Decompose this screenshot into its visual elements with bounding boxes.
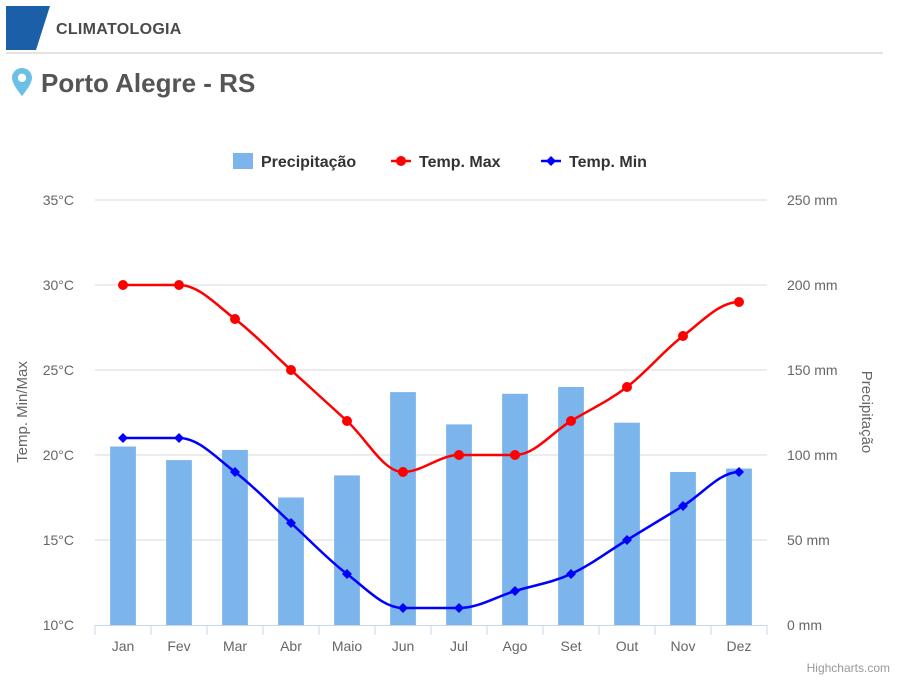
temp-min-point <box>230 467 240 477</box>
y-left-tick-label: 35°C <box>43 192 74 208</box>
x-tick-label: Set <box>560 638 581 654</box>
legend-temp-min-swatch-marker <box>546 156 556 166</box>
map-pin-icon <box>12 68 32 96</box>
x-tick-label: Dez <box>727 638 752 654</box>
temp-min-point <box>678 501 688 511</box>
temp-max-point <box>398 467 408 477</box>
temp-min-line <box>122 436 740 610</box>
y-left-tick-label: 20°C <box>43 447 74 463</box>
x-tick-label: Jun <box>392 638 415 654</box>
precipitation-bar <box>726 468 752 625</box>
x-tick-label: Ago <box>503 638 528 654</box>
y-left-tick-label: 10°C <box>43 617 74 633</box>
credits-link[interactable]: Highcharts.com <box>806 661 890 675</box>
temp-max-point <box>286 365 296 375</box>
temp-max-point <box>678 331 688 341</box>
map-pin-shape <box>12 68 32 96</box>
x-tick-label: Nov <box>671 638 696 654</box>
city-title: Porto Alegre - RS <box>41 68 256 98</box>
temp-min-point <box>510 586 520 596</box>
precipitation-bar <box>614 422 640 625</box>
temp-max-point <box>342 416 352 426</box>
chart-legend[interactable]: Precipitação Temp. Max Temp. Min <box>233 153 647 171</box>
temp-min-point <box>454 603 464 613</box>
legend-temp-min-label[interactable]: Temp. Min <box>569 154 647 171</box>
x-tick-label: Out <box>616 638 639 654</box>
legend-precipitation-label[interactable]: Precipitação <box>261 154 356 171</box>
y-right-tick-label: 50 mm <box>787 532 830 548</box>
temp-min-point <box>734 467 744 477</box>
precipitation-bar <box>278 497 304 625</box>
precipitation-bars <box>110 387 752 625</box>
temp-max-point <box>734 297 744 307</box>
temp-max-point <box>174 280 184 290</box>
legend-precipitation-swatch <box>233 153 253 169</box>
temp-max-point <box>510 450 520 460</box>
temp-min-point <box>286 518 296 528</box>
y-left-axis-title: Temp. Min/Max <box>14 361 31 463</box>
x-tick-label: Mar <box>223 638 247 654</box>
x-tick-label: Jan <box>112 638 135 654</box>
header-accent-tab <box>6 6 50 50</box>
y-left-tick-label: 30°C <box>43 277 74 293</box>
temp-max-point <box>566 416 576 426</box>
precipitation-bar <box>670 472 696 625</box>
x-tick-label: Abr <box>280 638 302 654</box>
temp-min-point <box>342 569 352 579</box>
temp-min-point <box>398 603 408 613</box>
chart-axes: 10°C 0 mm 15°C 50 mm 20°C 100 mm 25°C 150 mm 30°… <box>14 192 875 654</box>
temp-max-point <box>118 280 128 290</box>
chart-grid <box>95 199 767 541</box>
y-right-tick-label: 250 mm <box>787 192 838 208</box>
precipitation-bar <box>110 446 136 625</box>
legend-temp-max-swatch-marker <box>396 156 406 166</box>
precipitation-bar <box>334 475 360 625</box>
temp-min-point <box>174 433 184 443</box>
section-label: CLIMATOLOGIA <box>56 21 182 38</box>
temp-max-point <box>622 382 632 392</box>
temp-min-point <box>118 433 128 443</box>
x-tick-label: Maio <box>332 638 363 654</box>
header-accent-shape <box>6 6 50 50</box>
y-left-tick-label: 25°C <box>43 362 74 378</box>
temp-max-line <box>123 283 740 474</box>
y-right-tick-label: 100 mm <box>787 447 838 463</box>
temperature-lines <box>118 280 744 613</box>
temp-max-point <box>454 450 464 460</box>
section-header: CLIMATOLOGIA <box>6 6 883 54</box>
y-right-tick-label: 200 mm <box>787 277 838 293</box>
precipitation-bar <box>390 392 416 625</box>
x-tick-label: Fev <box>167 638 190 654</box>
temp-max-point <box>230 314 240 324</box>
legend-temp-max-label[interactable]: Temp. Max <box>419 154 501 171</box>
y-right-axis-title: Precipitação <box>858 371 875 454</box>
precipitation-bar <box>166 460 192 625</box>
x-tick-label: Jul <box>450 638 468 654</box>
temp-min-point <box>566 569 576 579</box>
y-right-tick-label: 0 mm <box>787 617 822 633</box>
y-right-tick-label: 150 mm <box>787 362 838 378</box>
temp-min-point <box>622 535 632 545</box>
y-left-tick-label: 15°C <box>43 532 74 548</box>
